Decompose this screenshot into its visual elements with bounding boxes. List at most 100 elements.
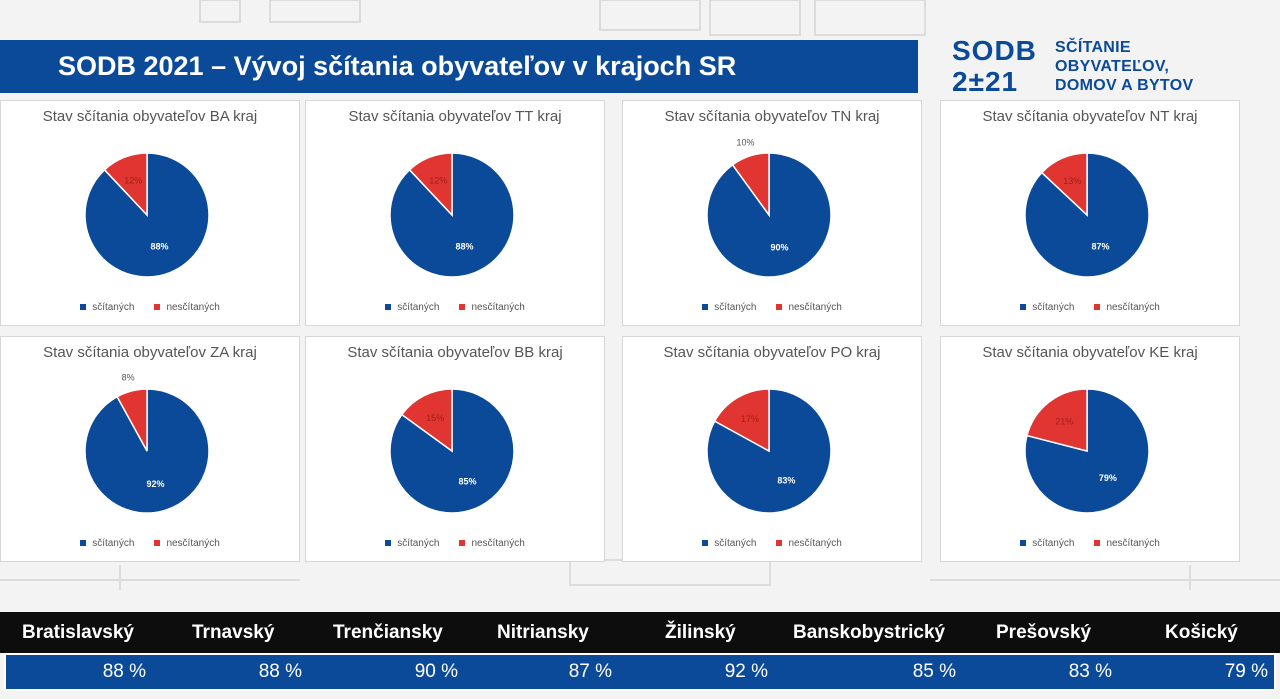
pie-legend: sčítaných nesčítaných <box>1 302 299 313</box>
pie-chart-title: Stav sčítania obyvateľov NT kraj <box>982 108 1198 125</box>
legend-item-not-counted: nesčítaných <box>776 538 842 549</box>
pie-slice-not-counted <box>408 152 453 217</box>
pie-chart-panel: Stav sčítania obyvateľov ZA kraj 92% 8% sčí… <box>0 336 300 562</box>
pie-data-label-not-counted: 13% <box>1063 176 1081 186</box>
region-name: Prešovský <box>996 622 1092 643</box>
pie-data-label-not-counted: 15% <box>426 413 444 423</box>
legend-item-counted: sčítaných <box>702 538 756 549</box>
legend-label: nesčítaných <box>1106 538 1160 549</box>
region-value: 90 % <box>414 661 458 682</box>
pie-data-label-counted: 88% <box>456 242 474 252</box>
region-value: 79 % <box>1224 661 1268 682</box>
pie-chart-panel: Stav sčítania obyvateľov TN kraj 90% 10% sč… <box>622 100 922 326</box>
pie-data-label-counted: 85% <box>458 476 476 486</box>
legend-label: sčítaných <box>92 538 135 549</box>
region-value: 88 % <box>102 661 146 682</box>
pie-data-label-counted: 83% <box>777 475 795 485</box>
legend-label: nesčítaných <box>788 302 842 313</box>
legend-label: sčítaných <box>92 302 135 313</box>
pie-data-label-counted: 87% <box>1092 241 1110 251</box>
legend-item-not-counted: nesčítaných <box>459 538 525 549</box>
region-value: 92 % <box>724 661 768 682</box>
region-name: Žilinský <box>665 622 736 643</box>
logo-sodb: SODB <box>952 35 1037 66</box>
pie-chart: 88% 12% <box>84 152 210 278</box>
legend-label: nesčítaných <box>166 302 220 313</box>
legend-item-counted: sčítaných <box>702 302 756 313</box>
pie-slice-not-counted <box>713 388 770 453</box>
legend-label: nesčítaných <box>471 302 525 313</box>
legend-swatch <box>1094 540 1101 547</box>
legend-swatch <box>1020 304 1027 311</box>
pie-chart: 85% 15% <box>389 388 515 514</box>
pie-chart-panel: Stav sčítania obyvateľov PO kraj 83% 17% sč… <box>622 336 922 562</box>
pie-data-label-not-counted: 12% <box>124 175 142 185</box>
region-value: 83 % <box>1068 661 1112 682</box>
legend-swatch <box>385 540 392 547</box>
legend-swatch <box>154 540 161 547</box>
pie-slice-not-counted <box>731 152 770 218</box>
logo-text-line: DOMOV A BYTOV <box>1055 77 1194 94</box>
pie-data-label-counted: 88% <box>151 242 169 252</box>
pie-chart: 90% 10% <box>706 138 832 278</box>
legend-item-not-counted: nesčítaných <box>459 302 525 313</box>
legend-item-not-counted: nesčítaných <box>1094 302 1160 313</box>
pie-chart-title: Stav sčítania obyvateľov BB kraj <box>347 344 563 361</box>
region-name: Nitriansky <box>497 622 589 643</box>
pie-data-label-not-counted: 8% <box>122 372 135 382</box>
pie-chart: 92% 8% <box>84 372 210 514</box>
pie-data-label-not-counted: 12% <box>429 175 447 185</box>
legend-item-counted: sčítaných <box>1020 302 1074 313</box>
pie-data-label-not-counted: 17% <box>741 414 759 424</box>
pie-chart-panel: Stav sčítania obyvateľov BB kraj 85% 15% sč… <box>305 336 605 562</box>
legend-item-counted: sčítaných <box>80 302 134 313</box>
logo-text: SČÍTANIE OBYVATEĽOV, DOMOV A BYTOV <box>1055 38 1193 95</box>
pie-slice-not-counted <box>1040 152 1088 217</box>
pie-data-label-counted: 92% <box>146 479 164 489</box>
legend-item-counted: sčítaných <box>1020 538 1074 549</box>
region-name: Trnavský <box>192 622 275 643</box>
legend-label: nesčítaných <box>788 538 842 549</box>
pie-data-label-not-counted: 21% <box>1055 417 1073 427</box>
legend-item-not-counted: nesčítaných <box>154 538 220 549</box>
pie-chart-title: Stav sčítania obyvateľov PO kraj <box>663 344 881 361</box>
sodb-logo: SODB 2±21 SČÍTANIE OBYVATEĽOV, DOMOV A B… <box>952 36 1252 98</box>
pie-legend: sčítaných nesčítaných <box>306 538 604 549</box>
pie-chart-title: Stav sčítania obyvateľov ZA kraj <box>43 344 257 361</box>
region-name: Trenčiansky <box>333 622 443 643</box>
legend-label: sčítaných <box>714 538 757 549</box>
pie-legend: sčítaných nesčítaných <box>623 302 921 313</box>
pie-chart-title: Stav sčítania obyvateľov KE kraj <box>982 344 1198 361</box>
legend-label: sčítaných <box>397 302 440 313</box>
pie-chart: 88% 12% <box>389 152 515 278</box>
legend-label: nesčítaných <box>166 538 220 549</box>
region-name: Banskobystrický <box>793 622 946 643</box>
pie-slice-not-counted <box>400 388 453 453</box>
pie-chart-panel: Stav sčítania obyvateľov TT kraj 88% 12% sč… <box>305 100 605 326</box>
legend-swatch <box>702 540 709 547</box>
pie-chart-panel: Stav sčítania obyvateľov KE kraj 79% 21% sč… <box>940 336 1240 562</box>
legend-label: nesčítaných <box>1106 302 1160 313</box>
pie-slice-not-counted <box>116 388 148 452</box>
legend-item-not-counted: nesčítaných <box>776 302 842 313</box>
legend-swatch <box>1094 304 1101 311</box>
pie-chart-title: Stav sčítania obyvateľov BA kraj <box>42 108 258 125</box>
region-value: 87 % <box>568 661 612 682</box>
region-names-row: Bratislavský Trnavský Trenčiansky Nitriansk… <box>0 612 1280 653</box>
legend-label: sčítaných <box>397 538 440 549</box>
pie-data-label-counted: 79% <box>1099 473 1117 483</box>
legend-swatch <box>702 304 709 311</box>
legend-swatch <box>385 304 392 311</box>
legend-item-not-counted: nesčítaných <box>1094 538 1160 549</box>
legend-label: sčítaných <box>1032 302 1075 313</box>
pie-data-label-not-counted: 10% <box>737 138 755 148</box>
pie-chart: 79% 21% <box>1024 388 1150 514</box>
pie-slice-not-counted <box>1026 388 1088 452</box>
pie-legend: sčítaných nesčítaných <box>1 538 299 549</box>
legend-swatch <box>776 304 783 311</box>
pie-legend: sčítaných nesčítaných <box>941 538 1239 549</box>
pie-data-label-counted: 90% <box>771 242 789 252</box>
pie-chart-panel: Stav sčítania obyvateľov BA kraj 88% 12% sč… <box>0 100 300 326</box>
pie-chart: 83% 17% <box>706 388 832 514</box>
